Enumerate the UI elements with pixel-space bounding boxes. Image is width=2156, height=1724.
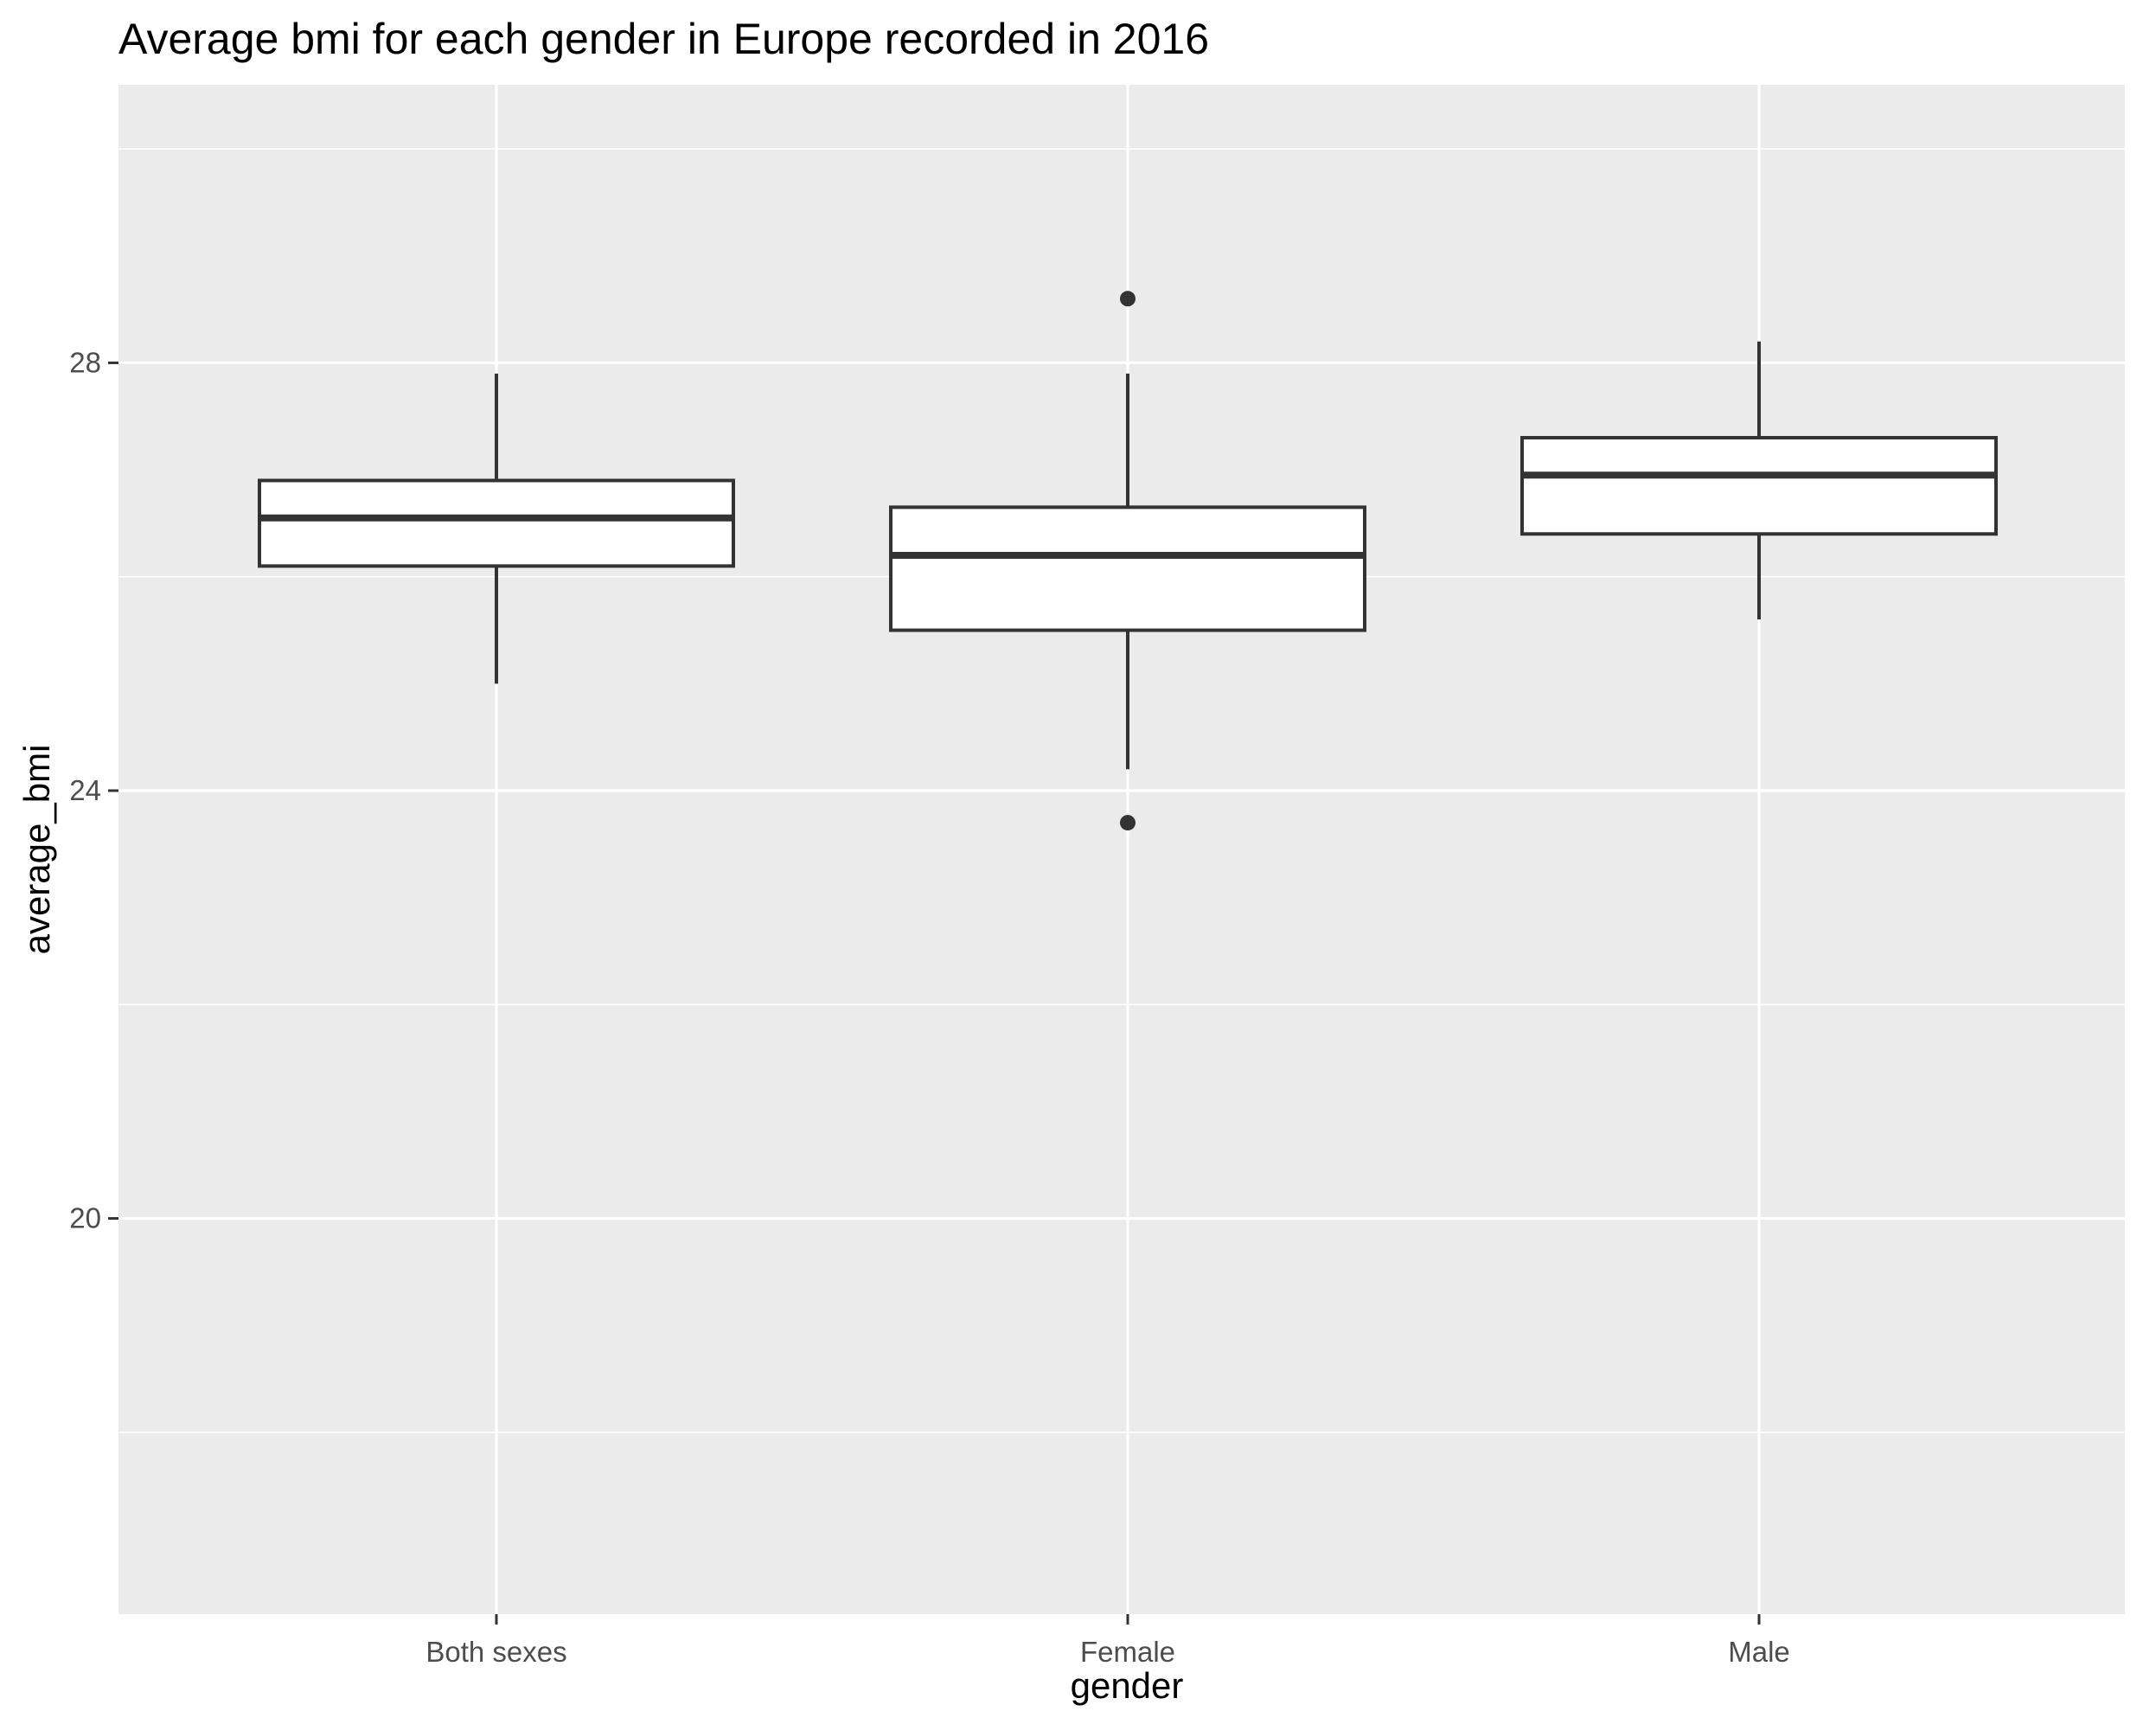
x-tick-label: Male <box>1728 1636 1790 1668</box>
y-axis-title: average_bmi <box>16 745 57 955</box>
outlier-point <box>1120 291 1136 307</box>
y-axis: 20 24 28 <box>69 346 118 1234</box>
chart-title: Average bmi for each gender in Europe re… <box>118 15 1209 63</box>
outlier-point <box>1120 815 1136 831</box>
y-tick-label: 28 <box>69 346 101 378</box>
y-tick-label: 24 <box>69 774 101 806</box>
plot-panel <box>118 85 2125 1614</box>
box-iqr <box>889 505 1366 632</box>
box-series <box>258 291 1998 831</box>
x-tick-label: Female <box>1080 1636 1175 1668</box>
box-iqr <box>258 478 735 568</box>
y-tick-label: 20 <box>69 1202 101 1234</box>
box-male <box>1520 341 1998 620</box>
x-axis-title: gender <box>1071 1665 1184 1706</box>
box-both-sexes <box>258 373 735 684</box>
box-female <box>889 291 1366 831</box>
box-iqr <box>1520 436 1998 536</box>
x-tick-label: Both sexes <box>425 1636 566 1668</box>
x-axis: Both sexes Female Male <box>425 1614 1790 1668</box>
